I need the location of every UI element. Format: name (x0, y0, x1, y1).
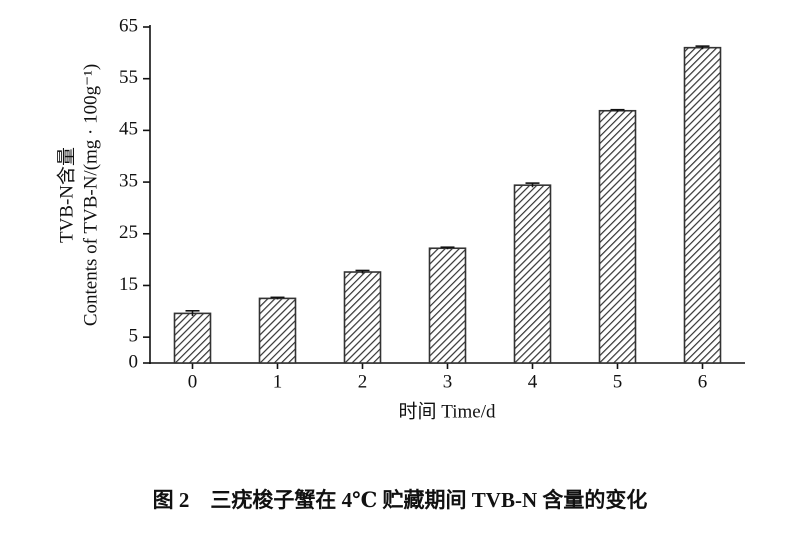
x-tick-label: 1 (273, 371, 283, 392)
y-tick-label: 15 (119, 274, 138, 295)
y-tick-label: 55 (119, 67, 138, 88)
error-bar (525, 182, 540, 188)
error-bar (270, 296, 285, 300)
x-tick-label: 0 (188, 371, 198, 392)
bar (258, 297, 297, 364)
x-tick-label: 4 (528, 371, 538, 392)
bar (683, 46, 722, 364)
y-tick-label: 0 (129, 351, 139, 372)
error-bar (610, 108, 625, 112)
x-tick-label: 2 (358, 371, 368, 392)
error-bar (695, 45, 710, 50)
x-axis-label: 时间 Time/d (399, 400, 496, 422)
y-axis-label: Contents of TVB-N/(mg · 100g⁻¹) (80, 64, 101, 326)
y-axis-label: TVB-N含量 (55, 147, 77, 243)
x-tick-label: 6 (698, 371, 708, 392)
bar (343, 271, 382, 364)
y-tick-label: 5 (129, 326, 139, 347)
bar (598, 109, 637, 364)
figure-caption: 图 2 三疣梭子蟹在 4℃ 贮藏期间 TVB-N 含量的变化 (153, 488, 648, 512)
y-tick-label: 45 (119, 119, 138, 140)
x-tick-label: 3 (443, 371, 453, 392)
x-tick-label: 5 (613, 371, 623, 392)
error-bar (440, 246, 455, 250)
y-tick-label: 25 (119, 222, 138, 243)
bar (513, 184, 552, 364)
bar (428, 247, 467, 364)
error-bar (355, 269, 370, 274)
y-tick-label: 65 (119, 15, 138, 36)
error-bar (185, 309, 200, 316)
y-tick-label: 35 (119, 170, 138, 191)
bar (173, 312, 212, 364)
